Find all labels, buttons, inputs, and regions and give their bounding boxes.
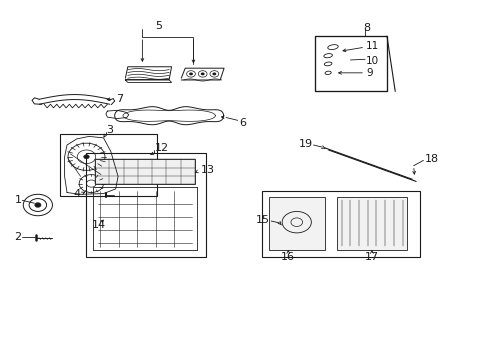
- Text: 9: 9: [366, 68, 372, 78]
- Text: 3: 3: [106, 125, 113, 135]
- Bar: [60, 134, 157, 196]
- Bar: [314, 36, 386, 91]
- Text: 16: 16: [281, 252, 295, 262]
- Text: 17: 17: [364, 252, 378, 262]
- Text: 7: 7: [116, 94, 122, 104]
- Circle shape: [212, 72, 216, 75]
- Text: 1: 1: [15, 195, 21, 204]
- Bar: [268, 197, 324, 249]
- Text: 19: 19: [298, 139, 312, 149]
- Text: 15: 15: [256, 215, 270, 225]
- Text: 10: 10: [366, 57, 378, 66]
- Text: 11: 11: [366, 41, 379, 51]
- Text: 5: 5: [155, 21, 162, 31]
- Bar: [261, 191, 419, 257]
- Text: 14: 14: [92, 220, 106, 230]
- Bar: [95, 159, 195, 184]
- Text: 4: 4: [73, 189, 81, 199]
- Circle shape: [35, 203, 41, 207]
- Text: 13: 13: [201, 165, 214, 175]
- Circle shape: [201, 72, 204, 75]
- Text: 12: 12: [155, 143, 169, 153]
- Text: 2: 2: [15, 232, 21, 242]
- Circle shape: [83, 155, 89, 159]
- Bar: [86, 153, 205, 257]
- Text: 6: 6: [239, 118, 246, 128]
- Bar: [336, 197, 407, 249]
- Text: 18: 18: [424, 154, 438, 163]
- Bar: [314, 36, 386, 91]
- Circle shape: [189, 72, 193, 75]
- Text: 8: 8: [363, 23, 370, 33]
